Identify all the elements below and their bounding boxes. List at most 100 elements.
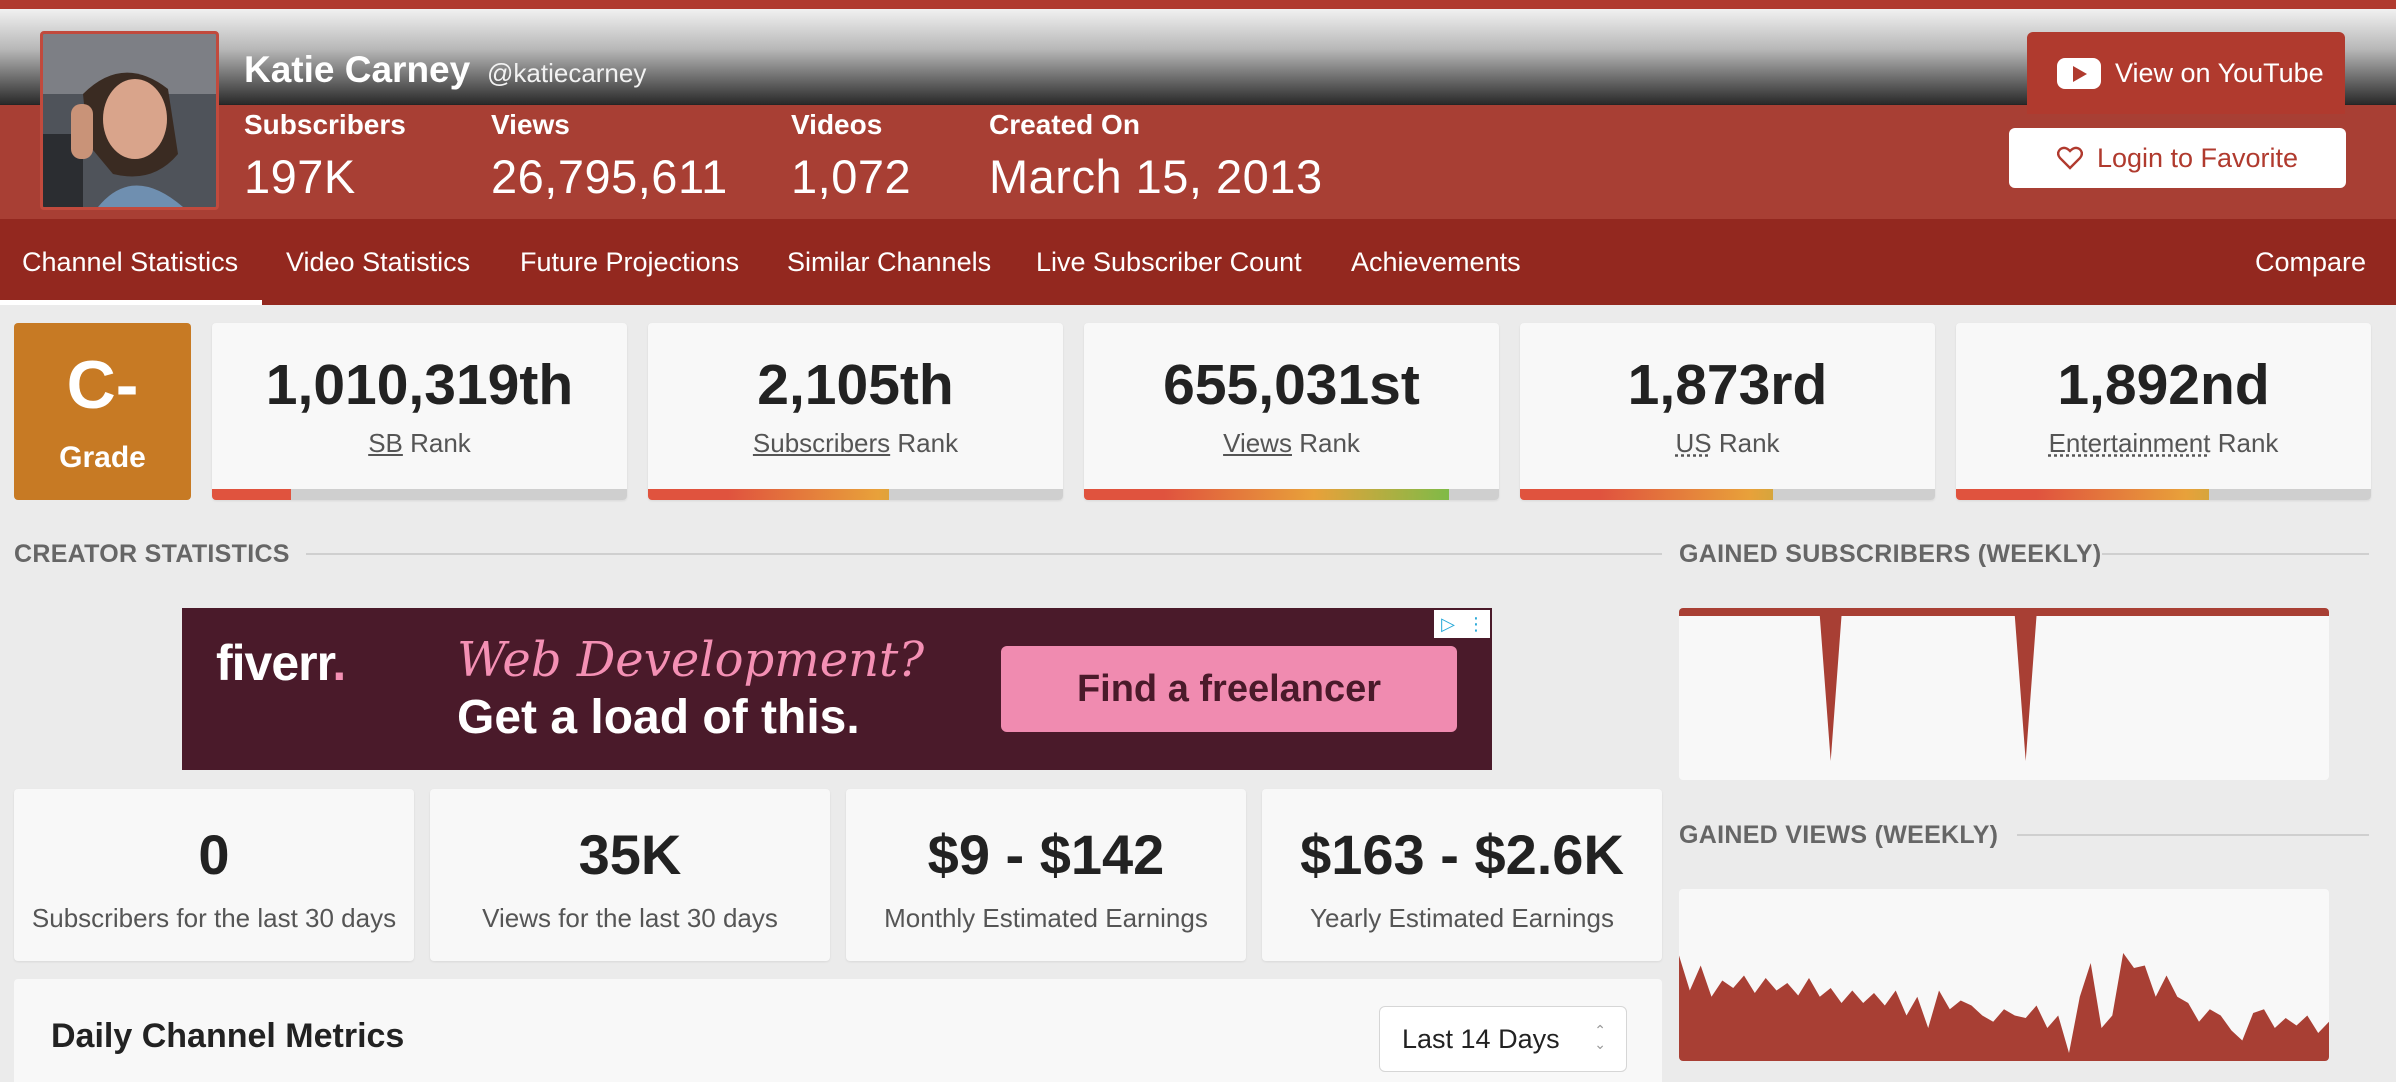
ad-menu-icon[interactable]: ⋮ [1467, 613, 1485, 634]
ad-logo: fiverr. [216, 635, 346, 691]
rank-progress-bar [212, 489, 627, 500]
grade-label: Grade [59, 441, 146, 474]
rank-progress-fill [1084, 489, 1450, 500]
summary-card-monthly-earnings: $9 - $142 Monthly Estimated Earnings [846, 789, 1246, 961]
tab-similar-channels[interactable]: Similar Channels [787, 247, 992, 277]
rank-card-views: 655,031st Views Rank [1084, 323, 1499, 500]
chevron-updown-icon: ⌃ ⌄ [1594, 1022, 1606, 1052]
grade-badge: C- Grade [14, 323, 191, 500]
summary-label: Subscribers for the last 30 days [31, 903, 397, 933]
summary-card-subscribers: 0 Subscribers for the last 30 days [14, 789, 414, 961]
rank-link[interactable]: SB [368, 428, 403, 458]
view-on-youtube-button[interactable]: View on YouTube [2027, 32, 2345, 114]
summary-card-yearly-earnings: $163 - $2.6K Yearly Estimated Earnings [1262, 789, 1662, 961]
login-to-favorite-label: Login to Favorite [2096, 142, 2299, 173]
rank-link[interactable]: Entertainment [2048, 428, 2211, 458]
rank-value: 2,105th [757, 353, 954, 417]
date-range-select[interactable]: Last 14 Days ⌃ ⌄ [1379, 1006, 1627, 1072]
stat-value: 26,795,611 [491, 150, 728, 203]
ad-headline: Web Development? [457, 632, 925, 688]
login-to-favorite-button[interactable]: Login to Favorite [2009, 128, 2346, 188]
section-divider [2102, 553, 2369, 555]
rank-suffix: Rank [1299, 428, 1360, 458]
rank-suffix: Rank [2217, 428, 2279, 458]
channel-nav: Channel Statistics Video Statistics Futu… [0, 219, 2396, 305]
gained-views-chart [1679, 889, 2329, 1061]
date-range-value: Last 14 Days [1402, 1023, 1560, 1054]
tab-video-statistics[interactable]: Video Statistics [286, 247, 471, 277]
ad-choices[interactable]: ▷ ⋮ [1434, 610, 1490, 638]
summary-value: 0 [198, 823, 230, 886]
stat-value: 1,072 [791, 150, 912, 203]
summary-label: Monthly Estimated Earnings [884, 903, 1208, 933]
rank-value: 655,031st [1163, 353, 1420, 417]
daily-channel-metrics-panel: Daily Channel Metrics Last 14 Days ⌃ ⌄ [14, 979, 1662, 1082]
channel-name: Katie Carney [244, 49, 471, 90]
summary-value: $9 - $142 [927, 823, 1165, 886]
rank-progress-bar [1520, 489, 1935, 500]
subscribers-area-series [1679, 608, 2329, 761]
stat-value: 197K [244, 150, 356, 203]
rank-label: US Rank [1520, 428, 1935, 459]
tab-channel-statistics[interactable]: Channel Statistics [0, 219, 263, 305]
ad-choices-icon[interactable]: ▷ [1441, 613, 1455, 634]
section-title-gained-subscribers: GAINED SUBSCRIBERS (WEEKLY) [1679, 540, 2102, 568]
rank-suffix: Rank [410, 428, 471, 458]
rank-value: 1,873rd [1627, 353, 1828, 417]
stat-created-on: Created On March 15, 2013 [989, 109, 1323, 204]
rank-progress-bar [648, 489, 1063, 500]
tab-future-projections[interactable]: Future Projections [520, 247, 740, 277]
stat-value: March 15, 2013 [989, 150, 1323, 203]
rank-value: 1,010,319th [265, 353, 574, 417]
views-area-series [1679, 953, 2329, 1061]
summary-value: $163 - $2.6K [1300, 823, 1624, 886]
avatar [40, 31, 219, 210]
stat-label: Subscribers [244, 109, 406, 140]
stat-label: Views [491, 109, 570, 140]
rank-link[interactable]: Views [1223, 428, 1292, 458]
rank-card-category: 1,892nd Entertainment Rank [1956, 323, 2371, 500]
rank-suffix: Rank [1718, 428, 1780, 458]
stat-label: Videos [791, 109, 883, 140]
gained-subscribers-chart [1679, 608, 2329, 780]
rank-progress-fill [1520, 489, 1774, 500]
summary-card-views: 35K Views for the last 30 days [430, 789, 830, 961]
rank-card-sb: 1,010,319th SB Rank [212, 323, 627, 500]
find-freelancer-button[interactable]: Find a freelancer [1001, 646, 1457, 732]
section-title-gained-views: GAINED VIEWS (WEEKLY) [1679, 821, 1999, 849]
compare-link[interactable]: Compare [2255, 247, 2367, 277]
channel-handle: @katiecarney [487, 58, 647, 88]
view-on-youtube-label: View on YouTube [2115, 57, 2324, 88]
daily-metrics-title: Daily Channel Metrics [51, 1017, 405, 1055]
stat-videos: Videos 1,072 [791, 109, 911, 204]
channel-header: Katie Carney @katiecarney Subscribers 19… [0, 9, 2396, 219]
rank-label: Entertainment Rank [1956, 428, 2371, 459]
rank-label: Subscribers Rank [648, 428, 1063, 459]
rank-value: 1,892nd [2057, 353, 2270, 417]
ad-subheadline: Get a load of this. [457, 691, 860, 744]
tab-achievements[interactable]: Achievements [1351, 247, 1521, 277]
tab-live-subscriber-count[interactable]: Live Subscriber Count [1036, 247, 1302, 277]
rank-card-country: 1,873rd US Rank [1520, 323, 1935, 500]
heart-icon [2056, 146, 2083, 170]
rank-label: Views Rank [1084, 428, 1499, 459]
rank-progress-fill [212, 489, 291, 500]
section-divider [2017, 834, 2369, 836]
stat-subscribers: Subscribers 197K [244, 109, 406, 204]
rank-progress-bar [1956, 489, 2371, 500]
summary-label: Views for the last 30 days [482, 903, 778, 933]
rank-progress-fill [648, 489, 889, 500]
rank-link[interactable]: US [1675, 428, 1712, 458]
rank-progress-fill [1956, 489, 2210, 500]
grade-value: C- [66, 347, 139, 423]
top-accent-line [0, 0, 2396, 9]
youtube-icon [2057, 57, 2101, 89]
summary-label: Yearly Estimated Earnings [1310, 903, 1614, 933]
rank-progress-bar [1084, 489, 1499, 500]
stat-views: Views 26,795,611 [491, 109, 728, 204]
rank-label: SB Rank [212, 428, 627, 459]
section-divider [306, 553, 1662, 555]
section-title-creator-statistics: CREATOR STATISTICS [14, 540, 290, 568]
rank-link[interactable]: Subscribers [752, 428, 891, 458]
advertisement-banner[interactable]: fiverr. Web Development? Get a load of t… [182, 608, 1492, 770]
